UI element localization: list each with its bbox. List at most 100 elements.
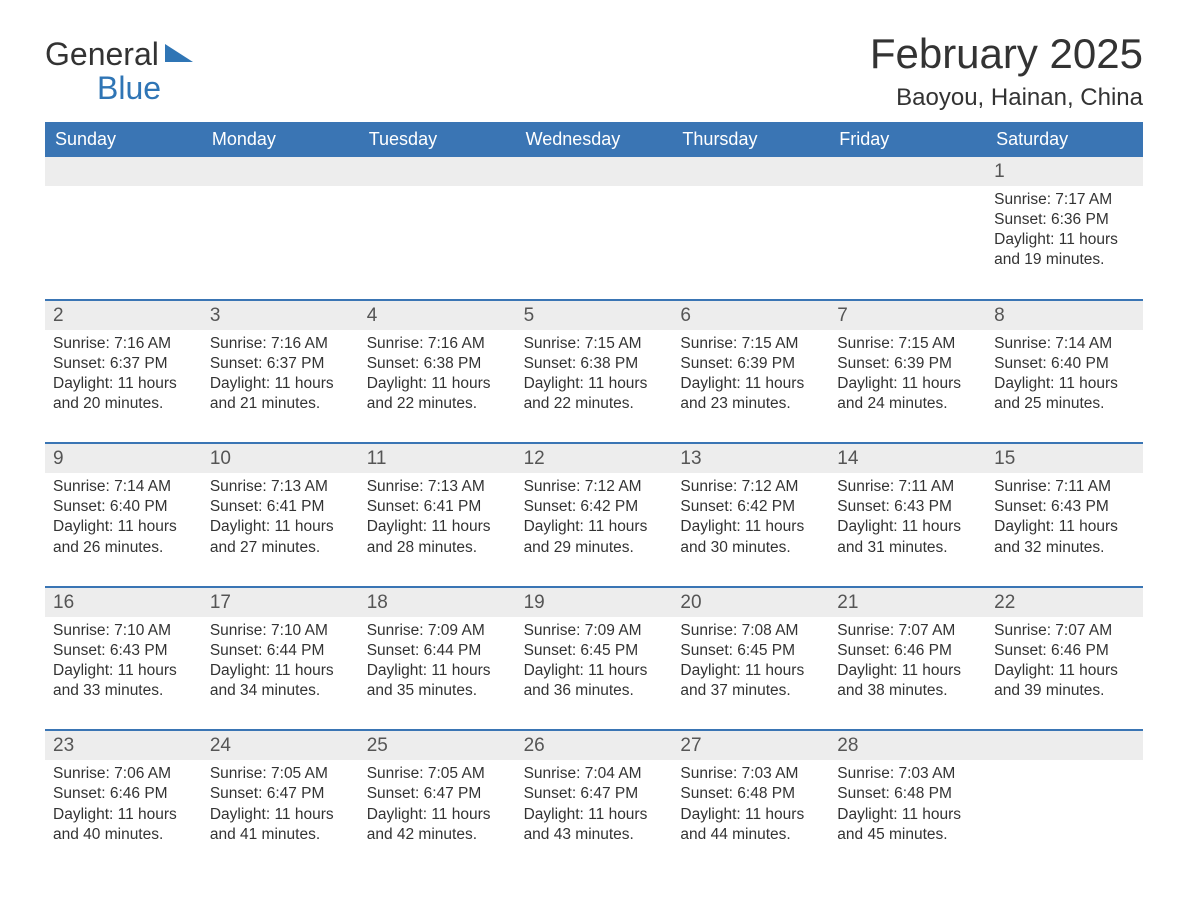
brand-triangle-icon <box>165 44 193 62</box>
title-block: February 2025 Baoyou, Hainan, China <box>870 30 1143 112</box>
sunrise-line: Sunrise: 7:15 AM <box>524 334 665 354</box>
daylight-line: Daylight: 11 hours and 23 minutes. <box>680 374 821 414</box>
sunrise-line: Sunrise: 7:13 AM <box>210 477 351 497</box>
sunset-line: Sunset: 6:41 PM <box>367 497 508 517</box>
daylight-line: Daylight: 11 hours and 40 minutes. <box>53 805 194 845</box>
daylight-line: Daylight: 11 hours and 31 minutes. <box>837 517 978 557</box>
sunrise-line: Sunrise: 7:13 AM <box>367 477 508 497</box>
day-cell: Sunrise: 7:11 AMSunset: 6:43 PMDaylight:… <box>986 473 1143 568</box>
daylight-line: Daylight: 11 hours and 24 minutes. <box>837 374 978 414</box>
daylight-line: Daylight: 11 hours and 30 minutes. <box>680 517 821 557</box>
weekday-tuesday: Tuesday <box>359 122 516 157</box>
day-number: 8 <box>986 301 1143 330</box>
sunrise-line: Sunrise: 7:16 AM <box>53 334 194 354</box>
sunrise-line: Sunrise: 7:09 AM <box>524 621 665 641</box>
sunrise-line: Sunrise: 7:08 AM <box>680 621 821 641</box>
sunset-line: Sunset: 6:44 PM <box>210 641 351 661</box>
day-number: 19 <box>516 588 673 617</box>
daylight-line: Daylight: 11 hours and 19 minutes. <box>994 230 1135 270</box>
sunrise-line: Sunrise: 7:14 AM <box>994 334 1135 354</box>
week-row: Sunrise: 7:10 AMSunset: 6:43 PMDaylight:… <box>45 617 1143 712</box>
day-number <box>516 157 673 186</box>
day-cell: Sunrise: 7:11 AMSunset: 6:43 PMDaylight:… <box>829 473 986 568</box>
day-number: 6 <box>672 301 829 330</box>
sunrise-line: Sunrise: 7:10 AM <box>210 621 351 641</box>
day-number: 4 <box>359 301 516 330</box>
daylight-line: Daylight: 11 hours and 37 minutes. <box>680 661 821 701</box>
day-number: 5 <box>516 301 673 330</box>
sunrise-line: Sunrise: 7:05 AM <box>367 764 508 784</box>
day-number: 22 <box>986 588 1143 617</box>
day-cell: Sunrise: 7:07 AMSunset: 6:46 PMDaylight:… <box>986 617 1143 712</box>
sunset-line: Sunset: 6:38 PM <box>367 354 508 374</box>
day-number: 11 <box>359 444 516 473</box>
sunset-line: Sunset: 6:40 PM <box>53 497 194 517</box>
sunrise-line: Sunrise: 7:11 AM <box>994 477 1135 497</box>
day-cell: Sunrise: 7:14 AMSunset: 6:40 PMDaylight:… <box>45 473 202 568</box>
day-cell <box>202 186 359 281</box>
day-number: 13 <box>672 444 829 473</box>
daylight-line: Daylight: 11 hours and 41 minutes. <box>210 805 351 845</box>
daylight-line: Daylight: 11 hours and 27 minutes. <box>210 517 351 557</box>
sunset-line: Sunset: 6:48 PM <box>837 784 978 804</box>
day-cell: Sunrise: 7:15 AMSunset: 6:38 PMDaylight:… <box>516 330 673 425</box>
daylight-line: Daylight: 11 hours and 29 minutes. <box>524 517 665 557</box>
day-cell: Sunrise: 7:08 AMSunset: 6:45 PMDaylight:… <box>672 617 829 712</box>
location-subtitle: Baoyou, Hainan, China <box>870 84 1143 112</box>
daynum-row: 232425262728 <box>45 729 1143 760</box>
day-number: 12 <box>516 444 673 473</box>
sunset-line: Sunset: 6:47 PM <box>367 784 508 804</box>
sunrise-line: Sunrise: 7:10 AM <box>53 621 194 641</box>
day-number: 17 <box>202 588 359 617</box>
calendar: Sunday Monday Tuesday Wednesday Thursday… <box>45 122 1143 855</box>
daynum-row: 16171819202122 <box>45 586 1143 617</box>
sunset-line: Sunset: 6:37 PM <box>53 354 194 374</box>
day-number: 18 <box>359 588 516 617</box>
day-number <box>202 157 359 186</box>
weekday-friday: Friday <box>829 122 986 157</box>
day-number: 15 <box>986 444 1143 473</box>
daynum-row: 9101112131415 <box>45 442 1143 473</box>
sunset-line: Sunset: 6:40 PM <box>994 354 1135 374</box>
weekday-sunday: Sunday <box>45 122 202 157</box>
day-number: 7 <box>829 301 986 330</box>
week-row: Sunrise: 7:17 AMSunset: 6:36 PMDaylight:… <box>45 186 1143 281</box>
daylight-line: Daylight: 11 hours and 33 minutes. <box>53 661 194 701</box>
day-cell <box>516 186 673 281</box>
day-number: 16 <box>45 588 202 617</box>
daylight-line: Daylight: 11 hours and 38 minutes. <box>837 661 978 701</box>
day-number: 1 <box>986 157 1143 186</box>
daylight-line: Daylight: 11 hours and 44 minutes. <box>680 805 821 845</box>
sunset-line: Sunset: 6:43 PM <box>994 497 1135 517</box>
sunset-line: Sunset: 6:43 PM <box>53 641 194 661</box>
sunrise-line: Sunrise: 7:07 AM <box>994 621 1135 641</box>
weeks-container: 1Sunrise: 7:17 AMSunset: 6:36 PMDaylight… <box>45 157 1143 855</box>
daynum-row: 1 <box>45 157 1143 186</box>
day-number: 2 <box>45 301 202 330</box>
day-number: 3 <box>202 301 359 330</box>
weekday-header: Sunday Monday Tuesday Wednesday Thursday… <box>45 122 1143 157</box>
sunrise-line: Sunrise: 7:12 AM <box>680 477 821 497</box>
day-number: 24 <box>202 731 359 760</box>
day-cell: Sunrise: 7:13 AMSunset: 6:41 PMDaylight:… <box>202 473 359 568</box>
day-cell: Sunrise: 7:10 AMSunset: 6:44 PMDaylight:… <box>202 617 359 712</box>
brand-logo: General Blue <box>45 30 193 105</box>
daylight-line: Daylight: 11 hours and 35 minutes. <box>367 661 508 701</box>
sunset-line: Sunset: 6:37 PM <box>210 354 351 374</box>
weekday-thursday: Thursday <box>672 122 829 157</box>
day-number: 14 <box>829 444 986 473</box>
month-title: February 2025 <box>870 30 1143 78</box>
page-header: General Blue February 2025 Baoyou, Haina… <box>45 30 1143 112</box>
day-cell: Sunrise: 7:16 AMSunset: 6:37 PMDaylight:… <box>202 330 359 425</box>
daylight-line: Daylight: 11 hours and 21 minutes. <box>210 374 351 414</box>
day-number: 27 <box>672 731 829 760</box>
week-row: Sunrise: 7:16 AMSunset: 6:37 PMDaylight:… <box>45 330 1143 425</box>
weekday-wednesday: Wednesday <box>516 122 673 157</box>
sunset-line: Sunset: 6:48 PM <box>680 784 821 804</box>
daylight-line: Daylight: 11 hours and 36 minutes. <box>524 661 665 701</box>
day-cell: Sunrise: 7:03 AMSunset: 6:48 PMDaylight:… <box>672 760 829 855</box>
day-number: 9 <box>45 444 202 473</box>
day-cell: Sunrise: 7:17 AMSunset: 6:36 PMDaylight:… <box>986 186 1143 281</box>
sunrise-line: Sunrise: 7:15 AM <box>680 334 821 354</box>
day-cell: Sunrise: 7:07 AMSunset: 6:46 PMDaylight:… <box>829 617 986 712</box>
